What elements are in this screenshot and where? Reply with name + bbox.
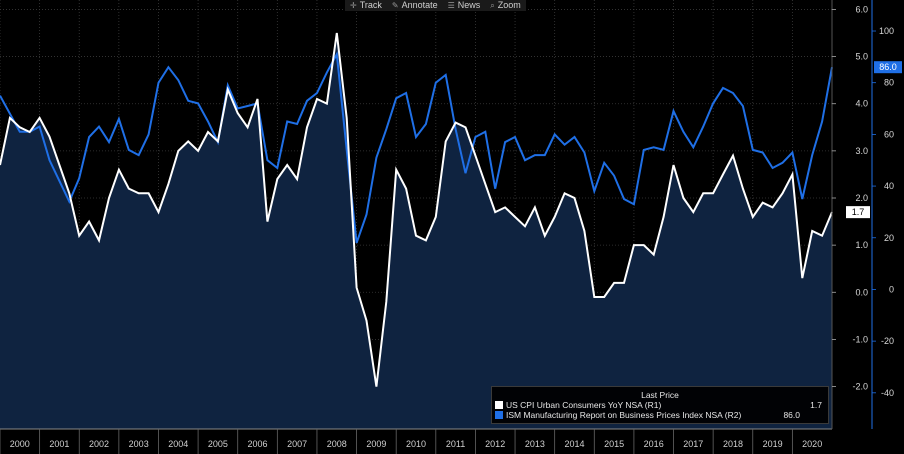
legend-name-ism: ISM Manufacturing Report on Business Pri… — [506, 410, 742, 420]
annotate-button[interactable]: ✎ Annotate — [387, 0, 443, 11]
x-tick-label: 2020 — [802, 439, 822, 449]
last-price-label-ism: 86.0 — [879, 62, 897, 72]
last-price-label-cpi: 1.7 — [852, 207, 865, 217]
x-tick-label: 2016 — [644, 439, 664, 449]
r2-tick-label: 80 — [884, 78, 894, 88]
x-axis-band — [0, 430, 904, 454]
x-tick-label: 2012 — [485, 439, 505, 449]
r2-tick-label: -40 — [881, 388, 894, 398]
r1-tick-label: 5.0 — [855, 52, 868, 62]
x-tick-label: 2011 — [446, 439, 465, 449]
r1-tick-label: 1.0 — [855, 240, 868, 250]
chart-legend: Last Price US CPI Urban Consumers YoY NS… — [491, 386, 829, 424]
chart-toolbar: ✛ Track ✎ Annotate ☰ News ⌕ Zoom — [345, 0, 526, 11]
r1-tick-label: -1.0 — [852, 334, 868, 344]
x-tick-label: 2000 — [10, 439, 30, 449]
x-tick-label: 2009 — [366, 439, 386, 449]
track-label: Track — [359, 0, 382, 10]
x-tick-label: 2004 — [168, 439, 188, 449]
zoom-label: Zoom — [497, 0, 521, 10]
legend-swatch-cpi — [495, 401, 503, 409]
x-tick-label: 2008 — [327, 439, 347, 449]
r1-tick-label: 6.0 — [855, 4, 868, 14]
r1-tick-label: 3.0 — [855, 146, 868, 156]
x-tick-label: 2010 — [406, 439, 426, 449]
r2-tick-label: 0 — [889, 284, 894, 294]
series-line-ism-prices — [0, 51, 833, 244]
magnifier-icon: ⌕ — [490, 1, 495, 10]
r1-tick-label: 4.0 — [855, 99, 868, 109]
x-tick-label: 2019 — [763, 439, 783, 449]
last-price-tag-ism — [874, 61, 902, 74]
r2-tick-label: -20 — [881, 336, 894, 346]
crosshair-icon: ✛ — [350, 1, 357, 10]
x-tick-label: 2006 — [247, 439, 267, 449]
r1-tick-label: 0.0 — [855, 287, 868, 297]
x-tick-label: 2015 — [604, 439, 624, 449]
x-tick-label: 2017 — [683, 439, 703, 449]
pencil-icon: ✎ — [391, 1, 399, 10]
legend-entry-ism: ISM Manufacturing Report on Business Pri… — [492, 410, 828, 420]
x-tick-label: 2014 — [564, 439, 584, 449]
r2-tick-label: 40 — [884, 181, 894, 191]
annotate-label: Annotate — [401, 0, 438, 10]
legend-value-ism: 86.0 — [783, 410, 800, 420]
x-tick-label: 2002 — [89, 439, 109, 449]
x-tick-label: 2003 — [129, 439, 149, 449]
legend-name-cpi: US CPI Urban Consumers YoY NSA (R1) — [506, 400, 662, 410]
x-tick-label: 2007 — [287, 439, 307, 449]
x-tick-label: 2013 — [525, 439, 545, 449]
legend-title: Last Price — [641, 390, 679, 400]
zoom-button[interactable]: ⌕ Zoom — [485, 0, 526, 11]
last-price-tag-cpi — [846, 206, 870, 219]
legend-value-cpi: 1.7 — [810, 400, 822, 410]
news-label: News — [457, 0, 481, 10]
x-tick-label: 2001 — [49, 439, 69, 449]
news-button[interactable]: ☰ News — [443, 0, 486, 11]
r1-tick-label: 2.0 — [855, 193, 868, 203]
x-tick-label: 2018 — [723, 439, 743, 449]
legend-swatch-ism — [495, 411, 503, 419]
legend-entry-cpi: US CPI Urban Consumers YoY NSA (R1) 1.7 — [492, 400, 828, 410]
track-button[interactable]: ✛ Track — [345, 0, 387, 11]
series-line-cpi-yoy — [0, 32, 833, 387]
r1-tick-label: -2.0 — [852, 382, 868, 392]
r2-tick-label: 20 — [884, 233, 894, 243]
r2-tick-label: 100 — [879, 26, 894, 36]
r2-tick-label: 60 — [884, 129, 894, 139]
x-tick-label: 2005 — [208, 439, 228, 449]
news-icon: ☰ — [447, 1, 455, 10]
